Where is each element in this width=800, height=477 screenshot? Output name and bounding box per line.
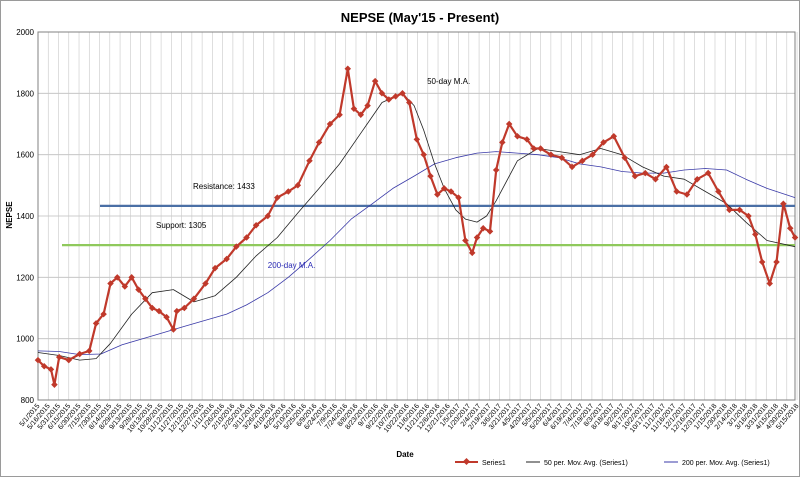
ma200-line (37, 151, 796, 356)
series1-point (223, 255, 230, 263)
series1-point (336, 111, 343, 119)
reference-label-support: Support: 1305 (156, 221, 207, 230)
series1-point (663, 163, 670, 171)
y-tick-label: 800 (21, 396, 35, 405)
series1-point (589, 151, 596, 158)
series1-point (631, 172, 639, 180)
series1-point (190, 295, 198, 303)
series1-point (447, 188, 455, 195)
series1-point (274, 194, 281, 201)
series1-point (148, 304, 156, 312)
series1-point (468, 249, 476, 257)
annotation-ma50: 50-day M.A. (427, 77, 470, 86)
series1-point (440, 185, 448, 192)
series1-point (243, 234, 250, 241)
series1-point (579, 157, 586, 165)
annotation-ma200: 200-day M.A. (268, 261, 316, 270)
series1-point (726, 206, 733, 214)
y-tick-label: 2000 (16, 28, 34, 37)
series1-layer (34, 65, 799, 388)
series1-point (155, 307, 163, 315)
series1-point (530, 145, 538, 152)
series1-point (378, 90, 386, 97)
series1-point (142, 295, 149, 303)
series1-point (427, 172, 434, 180)
series1-point (326, 120, 334, 128)
legend-label-ma200: 200 per. Mov. Avg. (Series1) (682, 460, 770, 467)
series1-point (537, 145, 544, 152)
series1-point (523, 136, 531, 143)
plot-area-border (37, 31, 796, 401)
series1-point (406, 99, 413, 106)
y-tick-label: 1000 (16, 335, 34, 344)
series1-point (233, 243, 240, 250)
series1-point (473, 234, 481, 241)
series1-point (252, 221, 260, 229)
series1-point (492, 166, 500, 174)
series1-point (385, 96, 393, 103)
annotation-layer: Resistance: 1433 Support: 1305 50-day M.A.… (156, 77, 470, 270)
series1-point (107, 280, 114, 287)
series1-point (791, 234, 799, 241)
series1-point (568, 163, 576, 171)
series1-point (621, 154, 628, 161)
series1-point (128, 274, 135, 281)
series1-point (693, 175, 701, 183)
y-tick-label: 1600 (16, 151, 34, 160)
series1-point (121, 283, 129, 290)
series1-point (294, 182, 302, 189)
series1-point (211, 264, 219, 272)
y-tick-label: 1200 (16, 273, 34, 282)
series1-point (558, 154, 566, 161)
ma50-layer (37, 92, 796, 361)
series1-point (364, 102, 371, 109)
series1-point (47, 366, 55, 373)
series1-point (344, 65, 352, 73)
series1-point (285, 188, 292, 195)
ma200-layer (37, 151, 796, 356)
series1-point (547, 151, 555, 158)
reference-label-resistance: Resistance: 1433 (193, 182, 255, 191)
series1-point (357, 111, 365, 119)
series1-point (486, 228, 494, 235)
legend: Series1 50 per. Mov. Avg. (Series1) 200 … (455, 457, 770, 467)
x-axis-ticks: 5/1/20155/16/20155/31/20156/15/20156/30/… (19, 403, 800, 434)
y-tick-label: 1400 (16, 212, 34, 221)
y-axis-label: NEPSE (5, 201, 14, 229)
legend-label-series1: Series1 (482, 460, 506, 467)
series1-point (514, 132, 521, 140)
series1-point (479, 225, 487, 232)
series1-point (181, 304, 188, 312)
x-axis-label: Date (396, 450, 414, 459)
series1-point (766, 280, 773, 287)
series1-point (600, 139, 607, 146)
series1-point (350, 105, 358, 112)
legend-marker-series1 (462, 457, 471, 466)
series1-point (413, 136, 421, 143)
series1-point (202, 280, 209, 287)
chart-title: NEPSE (May'15 - Present) (341, 10, 499, 25)
series1-point (420, 151, 427, 158)
series1-point (462, 237, 469, 244)
legend-label-ma50: 50 per. Mov. Avg. (Series1) (544, 460, 628, 467)
series1-point (55, 353, 63, 361)
series1-point (264, 212, 272, 220)
y-axis-ticks: 800 1000 1200 1400 1600 1800 2000 (16, 28, 34, 405)
series1-point (170, 326, 177, 333)
series1-point (786, 225, 794, 232)
series1-point (399, 90, 406, 97)
series1-point (434, 191, 441, 198)
y-tick-label: 1800 (16, 89, 34, 98)
series1-point (455, 194, 462, 201)
series1-point (641, 169, 649, 177)
reference-lines (62, 204, 795, 247)
ma50-line (37, 92, 796, 361)
series1-point (306, 157, 313, 165)
series1-point (65, 356, 73, 364)
series1-point (163, 313, 170, 321)
series1-point (704, 169, 712, 177)
